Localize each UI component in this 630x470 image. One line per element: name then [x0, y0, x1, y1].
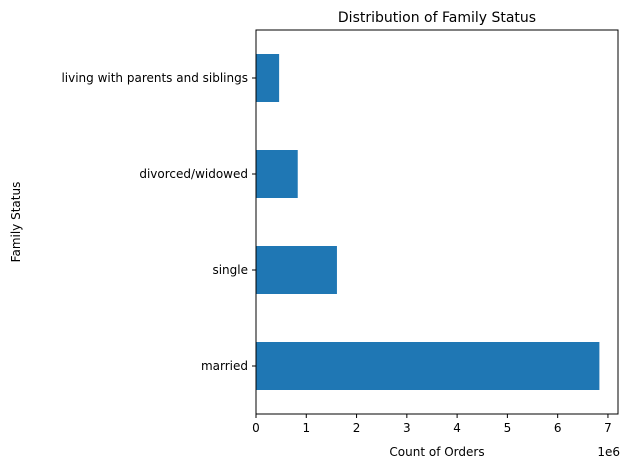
- y-tick-label-living-with-parents-and-siblings: living with parents and siblings: [61, 71, 248, 85]
- y-tick-label-married: married: [201, 359, 248, 373]
- x-tick-label-3: 3: [403, 421, 411, 435]
- bar-married: [256, 342, 600, 390]
- x-tick-label-0: 0: [252, 421, 260, 435]
- plot-frame: [255, 29, 619, 415]
- bar-living-with-parents-and-siblings: [256, 54, 280, 102]
- x-tick-label-7: 7: [604, 421, 612, 435]
- y-axis-label: Family Status: [9, 182, 23, 263]
- x-tick-label-2: 2: [353, 421, 361, 435]
- bar-divorced-widowed: [256, 150, 298, 198]
- y-tick-label-divorced-widowed: divorced/widowed: [139, 167, 248, 181]
- x-axis-label: Count of Orders: [389, 445, 484, 459]
- chart-title: Distribution of Family Status: [338, 10, 536, 26]
- bar-single: [256, 246, 337, 294]
- x-tick-label-1: 1: [302, 421, 310, 435]
- bars-layer: [256, 54, 600, 390]
- x-tick-label-6: 6: [554, 421, 562, 435]
- ticks-layer: married single divorced/widowed living with…: [61, 71, 611, 435]
- x-tick-label-5: 5: [504, 421, 512, 435]
- x-tick-label-4: 4: [453, 421, 461, 435]
- y-tick-label-single: single: [212, 263, 248, 277]
- x-axis-scale-label: 1e6: [597, 445, 620, 459]
